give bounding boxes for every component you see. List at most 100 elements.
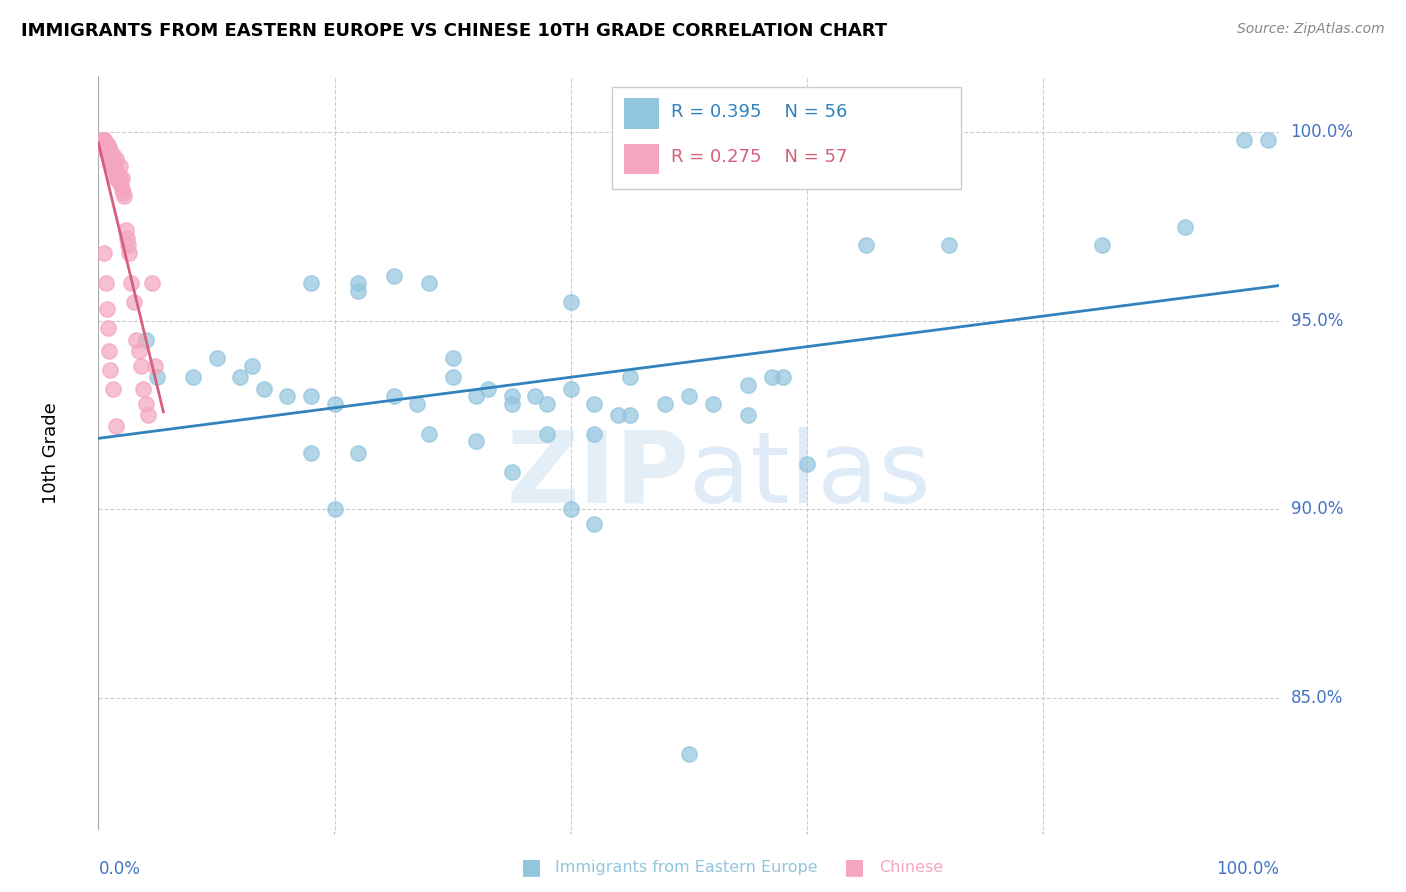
Point	[122, 294, 145, 309]
Bar	[624, 98, 659, 128]
Point	[98, 152, 121, 166]
Point	[143, 359, 166, 373]
Point	[560, 502, 582, 516]
Text: Source: ZipAtlas.com: Source: ZipAtlas.com	[1237, 22, 1385, 37]
Text: IMMIGRANTS FROM EASTERN EUROPE VS CHINESE 10TH GRADE CORRELATION CHART: IMMIGRANTS FROM EASTERN EUROPE VS CHINES…	[21, 22, 887, 40]
Point	[114, 223, 136, 237]
Text: Immigrants from Eastern Europe: Immigrants from Eastern Europe	[555, 860, 818, 874]
Point	[560, 382, 582, 396]
Point	[107, 174, 129, 188]
Point	[110, 178, 132, 193]
Point	[128, 343, 150, 358]
Point	[94, 144, 117, 158]
Point	[536, 426, 558, 441]
Point	[441, 370, 464, 384]
Point	[465, 389, 488, 403]
Point	[654, 397, 676, 411]
Point	[619, 408, 641, 422]
Point	[96, 302, 118, 317]
Point	[477, 382, 499, 396]
Point	[347, 284, 370, 298]
Point	[299, 276, 322, 290]
Point	[94, 136, 117, 151]
Point	[97, 321, 120, 335]
Point	[737, 408, 759, 422]
Point	[105, 170, 128, 185]
Point	[105, 163, 128, 178]
Point	[105, 152, 128, 166]
Point	[98, 363, 121, 377]
Point	[135, 397, 157, 411]
Point	[678, 389, 700, 403]
Point	[115, 231, 138, 245]
Point	[104, 159, 127, 173]
Point	[121, 276, 143, 290]
Point	[98, 148, 121, 162]
Point	[501, 397, 523, 411]
Point	[465, 434, 488, 449]
Point	[108, 170, 131, 185]
Text: 85.0%: 85.0%	[1291, 689, 1343, 706]
Text: 95.0%: 95.0%	[1291, 312, 1343, 330]
Point	[796, 457, 818, 471]
Point	[299, 389, 322, 403]
Point	[418, 276, 440, 290]
Text: atlas: atlas	[689, 426, 931, 524]
Point	[678, 747, 700, 761]
Point	[536, 397, 558, 411]
Text: 0.0%: 0.0%	[98, 860, 141, 878]
Point	[93, 246, 115, 260]
Point	[1091, 238, 1114, 252]
Point	[103, 163, 125, 178]
Point	[347, 445, 370, 459]
Point	[323, 397, 346, 411]
Point	[111, 182, 134, 196]
Text: 90.0%: 90.0%	[1291, 500, 1343, 518]
Point	[129, 359, 152, 373]
Point	[136, 408, 159, 422]
Point	[229, 370, 252, 384]
Point	[94, 140, 117, 154]
Point	[253, 382, 276, 396]
Point	[105, 419, 128, 434]
Text: ZIP: ZIP	[506, 426, 689, 524]
Point	[103, 155, 125, 169]
Point	[501, 465, 523, 479]
Point	[583, 426, 606, 441]
Point	[132, 382, 155, 396]
Point	[1233, 133, 1256, 147]
Point	[524, 389, 547, 403]
Point	[93, 140, 115, 154]
Point	[276, 389, 298, 403]
Point	[111, 170, 134, 185]
Bar	[624, 144, 659, 174]
Point	[240, 359, 263, 373]
Point	[100, 152, 122, 166]
Point	[98, 144, 121, 158]
Text: 100.0%: 100.0%	[1216, 860, 1279, 878]
Point	[117, 238, 139, 252]
Point	[112, 186, 135, 200]
Point	[108, 159, 131, 173]
Point	[418, 426, 440, 441]
Point	[560, 294, 582, 309]
Point	[501, 389, 523, 403]
Point	[93, 133, 115, 147]
Point	[101, 159, 124, 173]
Point	[98, 140, 121, 154]
Point	[98, 343, 121, 358]
Point	[583, 517, 606, 532]
Point	[101, 148, 124, 162]
Point	[112, 189, 135, 203]
Point	[702, 397, 724, 411]
Point	[1174, 219, 1197, 234]
Point	[94, 276, 117, 290]
Point	[93, 136, 115, 151]
Point	[118, 246, 141, 260]
Point	[98, 155, 121, 169]
Point	[761, 370, 783, 384]
Point	[101, 382, 124, 396]
Text: R = 0.395    N = 56: R = 0.395 N = 56	[671, 103, 848, 121]
Point	[97, 148, 120, 162]
Point	[105, 167, 128, 181]
